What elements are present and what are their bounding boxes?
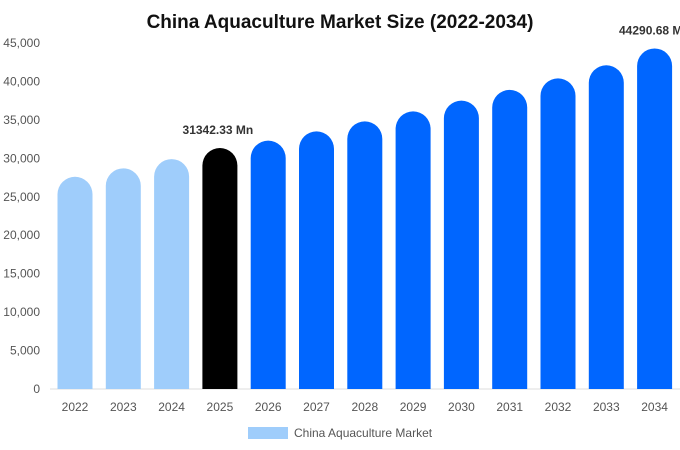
bar-2024[interactable] <box>154 159 190 389</box>
x-tick-label: 2034 <box>641 400 668 414</box>
legend-label: China Aquaculture Market <box>294 426 433 440</box>
y-tick-label: 35,000 <box>3 113 40 127</box>
chart-title: China Aquaculture Market Size (2022-2034… <box>147 12 534 33</box>
x-tick-label: 2029 <box>400 400 427 414</box>
bar-2029[interactable] <box>395 111 431 390</box>
y-tick-label: 10,000 <box>3 305 40 319</box>
legend-swatch <box>248 427 288 439</box>
bar-2026[interactable] <box>250 140 286 389</box>
bar-2025[interactable] <box>202 148 238 389</box>
x-tick-label: 2033 <box>593 400 620 414</box>
y-tick-label: 45,000 <box>3 36 40 50</box>
x-tick-label: 2028 <box>351 400 378 414</box>
x-tick-label: 2032 <box>545 400 572 414</box>
x-tick-label: 2025 <box>207 400 234 414</box>
bar-2031[interactable] <box>492 89 528 389</box>
y-tick-label: 0 <box>33 382 40 396</box>
bar-2023[interactable] <box>105 168 141 389</box>
data-labels-group: 31342.33 Mn 44290.68 Mn <box>183 23 680 137</box>
x-tick-label: 2031 <box>496 400 523 414</box>
data-label: 31342.33 Mn <box>183 123 254 137</box>
x-tick-label: 2027 <box>303 400 330 414</box>
x-tick-label: 2030 <box>448 400 475 414</box>
bar-2030[interactable] <box>443 100 479 390</box>
bar-2033[interactable] <box>588 65 624 389</box>
y-tick-label: 25,000 <box>3 190 40 204</box>
x-tick-label: 2026 <box>255 400 282 414</box>
y-tick-label: 20,000 <box>3 228 40 242</box>
y-tick-label: 5,000 <box>10 344 40 358</box>
bar-2022[interactable] <box>57 176 93 389</box>
x-tick-label: 2022 <box>62 400 89 414</box>
bars-group <box>57 48 673 390</box>
x-axis: 2022 2023 2024 2025 2026 2027 2028 2029 2030 2031… <box>62 400 669 414</box>
bar-2034[interactable] <box>637 48 673 389</box>
bar-2027[interactable] <box>299 131 334 389</box>
y-tick-label: 40,000 <box>3 74 40 88</box>
y-axis: 0 5,000 10,000 15,000 20,000 25,000 30,000 35,0… <box>3 36 40 396</box>
legend[interactable]: China Aquaculture Market <box>248 426 433 440</box>
bar-2028[interactable] <box>347 121 383 389</box>
bar-2032[interactable] <box>540 78 576 389</box>
x-tick-label: 2024 <box>158 400 185 414</box>
y-tick-label: 15,000 <box>3 267 40 281</box>
y-tick-label: 30,000 <box>3 151 40 165</box>
x-tick-label: 2023 <box>110 400 137 414</box>
data-label: 44290.68 Mn <box>619 23 680 37</box>
